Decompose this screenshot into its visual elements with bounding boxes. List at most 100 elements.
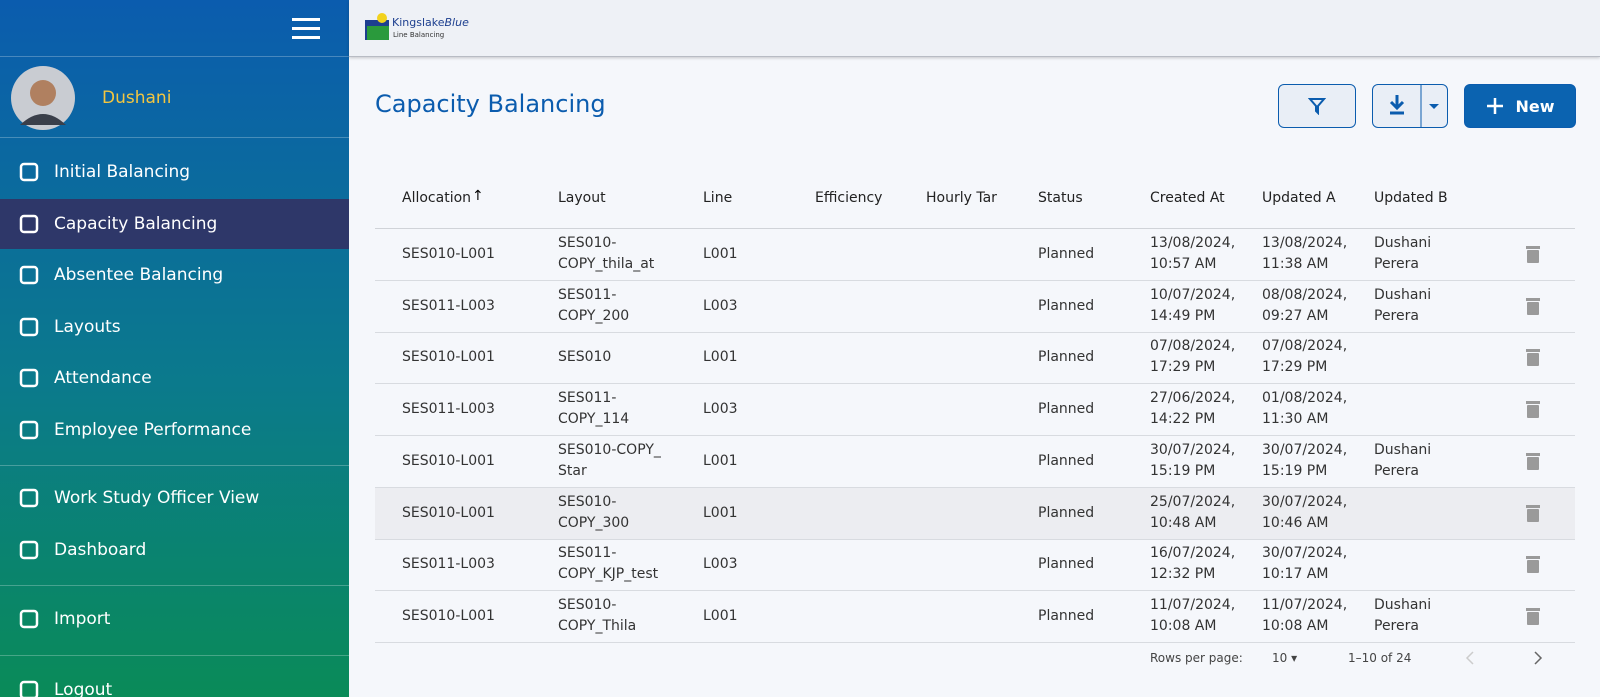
nav-icon — [19, 368, 39, 388]
rows-value: 10 — [1272, 651, 1288, 665]
table-row: SES011-L003 SES011-COPY_114 L003 Planned 27/… — [375, 384, 1575, 437]
delete-button[interactable] — [1525, 606, 1541, 630]
nav-icon — [19, 680, 39, 697]
table-cell: 07/08/2024, 17:29 PM — [1262, 338, 1348, 376]
column-header[interactable]: Created At — [1150, 190, 1225, 206]
rows-label: Rows per page: — [1150, 651, 1243, 665]
nav-item[interactable]: Logout — [0, 665, 349, 697]
new-button[interactable]: New — [1464, 84, 1576, 128]
delete-button[interactable] — [1525, 451, 1541, 475]
divider — [0, 655, 349, 656]
column-header[interactable]: Line — [703, 190, 733, 206]
table-cell: SES010-L001 — [402, 607, 495, 624]
table-cell: 13/08/2024, 11:38 AM — [1262, 235, 1348, 272]
table-cell: L001 — [703, 504, 738, 521]
nav-item[interactable]: Import — [0, 594, 349, 644]
nav-label: Logout — [54, 680, 113, 697]
nav-icon — [19, 162, 39, 182]
nav-label: Work Study Officer View — [54, 488, 260, 508]
table-cell: 11/07/2024, 10:08 AM — [1150, 596, 1236, 634]
header-line — [375, 228, 1575, 229]
table-cell: SES011-L003 — [402, 556, 495, 573]
table-cell: L003 — [703, 297, 738, 314]
nav-label: Capacity Balancing — [54, 214, 218, 234]
delete-button[interactable] — [1525, 347, 1541, 371]
table-cell: L001 — [703, 246, 738, 262]
table-cell: L001 — [703, 349, 738, 366]
column-header[interactable]: Hourly Tar — [926, 190, 997, 206]
next-page[interactable] — [1532, 651, 1544, 665]
table-cell: L001 — [703, 452, 738, 469]
table-cell: Planned — [1038, 246, 1095, 262]
table-row: SES011-L003 SES011-COPY_KJP_test L003 Plann… — [375, 539, 1575, 592]
user-name: Dushani — [102, 88, 172, 108]
column-header[interactable]: Updated B — [1374, 190, 1448, 206]
nav-icon — [19, 214, 39, 234]
table-cell: 11/07/2024, 10:08 AM — [1262, 596, 1348, 634]
sort-arrow: ↑ — [472, 188, 484, 204]
table-cell: 16/07/2024, 12:32 PM — [1150, 545, 1236, 583]
delete-button[interactable] — [1525, 244, 1541, 268]
delete-button[interactable] — [1525, 503, 1541, 527]
table-cell: SES011-L003 — [402, 297, 495, 314]
delete-button[interactable] — [1525, 399, 1541, 423]
table-cell: 25/07/2024, 10:48 AM — [1150, 493, 1236, 531]
table-cell: 10/07/2024, 14:49 PM — [1150, 286, 1236, 324]
table-cell: SES010-COPY_ Star — [558, 441, 661, 479]
column-header[interactable]: Updated A — [1262, 190, 1336, 206]
table-cell: L003 — [703, 401, 738, 418]
nav-icon — [19, 609, 39, 629]
nav-item[interactable]: Employee Performance — [0, 405, 349, 455]
nav-label: Initial Balancing — [54, 162, 191, 182]
nav-item[interactable]: Attendance — [0, 353, 349, 403]
page-title: Capacity Balancing — [375, 90, 606, 118]
table-cell: Planned — [1038, 452, 1095, 469]
column-header[interactable]: Efficiency — [815, 190, 883, 206]
table-cell: SES010-COPY_thila_at — [558, 235, 655, 272]
filter-button[interactable] — [1278, 84, 1356, 128]
table-cell: 27/06/2024, 14:22 PM — [1150, 390, 1236, 428]
download-button[interactable] — [1372, 84, 1448, 128]
nav-item[interactable]: Absentee Balancing — [0, 250, 349, 300]
column-header[interactable]: Allocation — [402, 190, 472, 206]
table-cell: 08/08/2024, 09:27 AM — [1262, 286, 1348, 324]
nav-icon — [19, 317, 39, 337]
top-bar: KingslakeBlue Line Balancing — [349, 0, 1600, 57]
table-cell: SES010-COPY_300 — [558, 493, 630, 531]
table-cell: SES011-COPY_KJP_test — [558, 545, 659, 583]
nav-item[interactable]: Capacity Balancing — [0, 199, 349, 249]
divider — [0, 585, 349, 586]
table-cell: SES010 — [558, 349, 612, 366]
column-header[interactable]: Status — [1038, 190, 1083, 206]
table-cell: SES010-L001 — [402, 246, 495, 262]
nav-item[interactable]: Work Study Officer View — [0, 473, 349, 523]
logo-mark — [365, 13, 389, 40]
table-cell: Dushani Perera — [1374, 596, 1432, 634]
prev-page[interactable] — [1464, 651, 1476, 665]
table-cell: 01/08/2024, 11:30 AM — [1262, 390, 1348, 428]
table-cell: Planned — [1038, 556, 1095, 573]
logo-name: Kingslake — [392, 16, 445, 29]
page-range: 1–10 of 24 — [1348, 651, 1412, 665]
table-cell: L003 — [703, 556, 738, 573]
sidebar: Dushani Initial Balancing Capacity Balanc… — [0, 0, 349, 697]
divider — [0, 465, 349, 466]
menu-icon[interactable] — [292, 16, 322, 40]
delete-button[interactable] — [1525, 296, 1541, 320]
nav-item[interactable]: Layouts — [0, 302, 349, 352]
rows-select[interactable]: 10 ▾ — [1272, 651, 1298, 665]
table-cell: Planned — [1038, 349, 1095, 366]
table-cell: 30/07/2024, 10:17 AM — [1262, 545, 1348, 583]
table-cell: Dushani Perera — [1374, 235, 1432, 272]
nav-item[interactable]: Initial Balancing — [0, 147, 349, 197]
table-cell: 13/08/2024, 10:57 AM — [1150, 235, 1236, 272]
column-header[interactable]: Layout — [558, 190, 606, 206]
nav-item[interactable]: Dashboard — [0, 525, 349, 575]
new-label: New — [1515, 96, 1555, 116]
delete-button[interactable] — [1525, 554, 1541, 578]
nav-icon — [19, 488, 39, 508]
nav-label: Import — [54, 609, 111, 629]
table-cell: Dushani Perera — [1374, 286, 1432, 324]
divider — [0, 137, 349, 138]
